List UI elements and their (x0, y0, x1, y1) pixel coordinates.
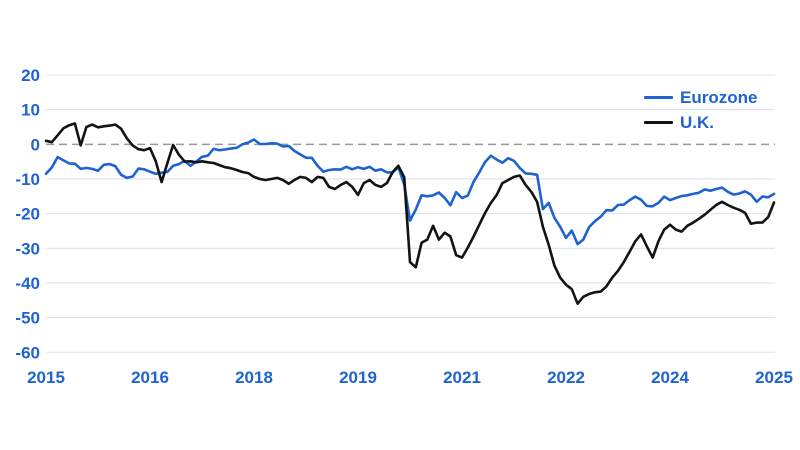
eurozone-line-swatch (644, 96, 673, 99)
legend-item-eurozone: Eurozone (644, 85, 757, 110)
y-axis-label: 10 (21, 101, 40, 120)
y-axis-label: -10 (15, 170, 40, 189)
y-axis-label: -60 (15, 343, 40, 362)
eurozone-line (44, 138, 776, 246)
y-axis-label: 0 (31, 135, 40, 154)
legend-label-eurozone: Eurozone (680, 88, 758, 107)
x-axis-label: 2019 (339, 368, 377, 387)
x-axis-label: 2018 (235, 368, 273, 387)
y-axis-label: -20 (15, 205, 40, 224)
uk-line (44, 122, 776, 306)
legend-label-uk: U.K. (680, 113, 714, 132)
y-axis-label: -40 (15, 274, 40, 293)
x-axis-label: 2015 (27, 368, 65, 387)
x-axis-label: 2022 (547, 368, 585, 387)
x-axis-label: 2016 (131, 368, 169, 387)
y-axis-label: 20 (21, 66, 40, 85)
uk-line-swatch (644, 121, 673, 124)
y-axis-label: -50 (15, 309, 40, 328)
x-axis-label: 2025 (755, 368, 793, 387)
x-axis-label: 2021 (443, 368, 481, 387)
chart-legend: Eurozone U.K. (644, 85, 757, 135)
y-axis-label: -30 (15, 239, 40, 258)
x-axis-label: 2024 (651, 368, 689, 387)
legend-item-uk: U.K. (644, 110, 757, 135)
